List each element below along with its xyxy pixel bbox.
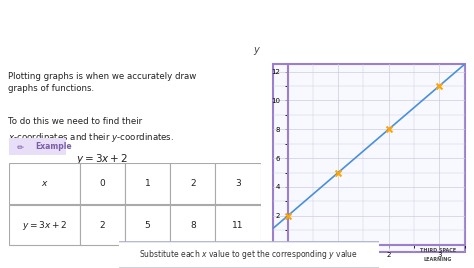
Text: Substitute each $x$ value to get the corresponding $y$ value: Substitute each $x$ value to get the cor… — [139, 248, 358, 260]
FancyBboxPatch shape — [125, 205, 170, 245]
Point — [335, 170, 342, 175]
FancyBboxPatch shape — [80, 163, 125, 204]
Text: 1: 1 — [145, 179, 151, 188]
FancyBboxPatch shape — [9, 163, 80, 204]
Text: 8: 8 — [190, 221, 196, 230]
Point — [436, 84, 443, 88]
Text: THIRD SPACE: THIRD SPACE — [419, 248, 456, 253]
Text: Plotting Graphs: Plotting Graphs — [9, 20, 206, 39]
Text: 3: 3 — [235, 179, 241, 188]
FancyBboxPatch shape — [216, 205, 261, 245]
Point — [284, 214, 292, 218]
Text: To do this we need to find their
$x$-coordinates and their $y$-coordinates.: To do this we need to find their $x$-coo… — [8, 117, 174, 144]
Text: 2: 2 — [100, 221, 105, 230]
Text: 0: 0 — [100, 179, 105, 188]
Text: $x$: $x$ — [365, 267, 373, 268]
FancyBboxPatch shape — [80, 205, 125, 245]
FancyBboxPatch shape — [9, 205, 80, 245]
Text: $y = 3x + 2$: $y = 3x + 2$ — [22, 219, 67, 232]
Text: 2: 2 — [190, 179, 196, 188]
Text: $y$: $y$ — [253, 45, 261, 57]
Text: Example: Example — [35, 142, 72, 151]
FancyBboxPatch shape — [105, 242, 392, 268]
Text: ✏: ✏ — [16, 142, 23, 151]
FancyBboxPatch shape — [125, 163, 170, 204]
FancyBboxPatch shape — [170, 205, 216, 245]
Text: LEARNING: LEARNING — [424, 258, 452, 262]
FancyBboxPatch shape — [170, 163, 216, 204]
Text: Plotting graphs is when we accurately draw
graphs of functions.: Plotting graphs is when we accurately dr… — [8, 72, 196, 93]
Text: 11: 11 — [232, 221, 244, 230]
FancyBboxPatch shape — [216, 163, 261, 204]
Text: $x$: $x$ — [41, 179, 48, 188]
Text: 5: 5 — [145, 221, 151, 230]
Point — [385, 127, 392, 131]
Text: $y = 3x + 2$: $y = 3x + 2$ — [76, 152, 128, 166]
